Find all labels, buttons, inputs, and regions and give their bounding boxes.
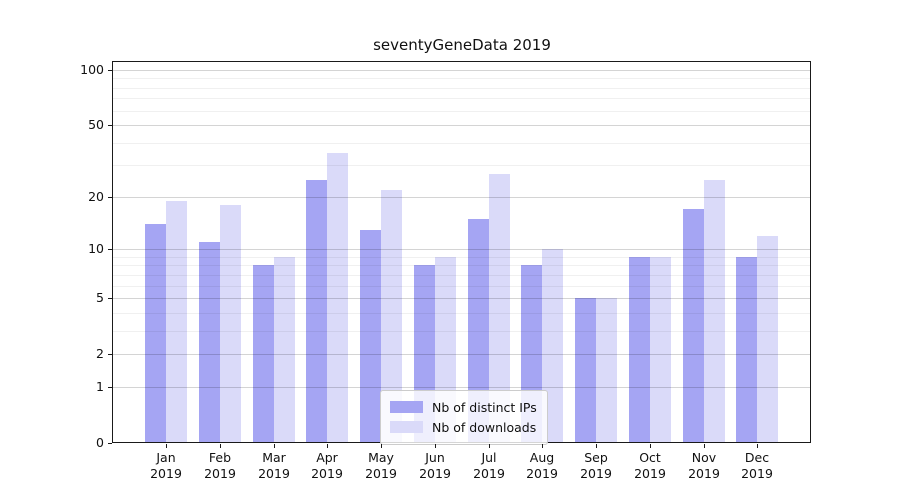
x-tick-oct xyxy=(650,444,651,448)
x-tick-label-aug: Aug 2019 xyxy=(526,450,558,481)
y-minor-gridline-80 xyxy=(112,88,811,89)
bar-ips-jul xyxy=(467,218,489,443)
bar-ips-feb xyxy=(198,242,220,443)
y-minor-gridline-9 xyxy=(112,257,811,258)
y-tick-label-100: 100 xyxy=(80,62,104,77)
y-minor-gridline-30 xyxy=(112,165,811,166)
x-tick-label-jan: Jan 2019 xyxy=(150,450,182,481)
legend-item-distinct-ips: Nb of distinct IPs xyxy=(390,397,538,417)
y-tick-0 xyxy=(108,443,112,444)
legend-item-downloads: Nb of downloads xyxy=(390,417,538,437)
x-tick-label-mar: Mar 2019 xyxy=(258,450,290,481)
legend-swatch-downloads xyxy=(390,421,423,433)
y-gridline-100 xyxy=(112,70,811,71)
y-tick-10 xyxy=(108,249,112,250)
y-minor-gridline-7 xyxy=(112,275,811,276)
x-tick-jul xyxy=(489,444,490,448)
x-tick-apr xyxy=(327,444,328,448)
bar-downloads-mar xyxy=(273,256,295,443)
legend-swatch-distinct-ips xyxy=(390,401,423,413)
x-tick-label-oct: Oct 2019 xyxy=(634,450,666,481)
y-tick-label-20: 20 xyxy=(88,189,104,204)
bar-ips-sep xyxy=(575,298,597,443)
x-tick-label-feb: Feb 2019 xyxy=(204,450,236,481)
legend-label-downloads: Nb of downloads xyxy=(432,419,537,435)
bar-downloads-sep xyxy=(596,298,618,443)
y-tick-label-0: 0 xyxy=(96,435,104,450)
bar-ips-mar xyxy=(252,265,274,443)
x-tick-may xyxy=(381,444,382,448)
y-tick-100 xyxy=(108,70,112,71)
y-minor-gridline-90 xyxy=(112,78,811,79)
grid-layer xyxy=(112,61,811,443)
y-gridline-10 xyxy=(112,249,811,250)
x-tick-label-nov: Nov 2019 xyxy=(688,450,720,481)
bar-downloads-jul xyxy=(488,173,510,443)
y-tick-20 xyxy=(108,197,112,198)
x-tick-sep xyxy=(596,444,597,448)
x-tick-label-jun: Jun 2019 xyxy=(419,450,451,481)
plot-area: Nb of distinct IPs Nb of downloads xyxy=(112,61,811,445)
x-tick-label-may: May 2019 xyxy=(365,450,397,481)
bar-downloads-dec xyxy=(757,235,779,443)
y-gridline-1 xyxy=(112,387,811,388)
bar-downloads-may xyxy=(381,189,403,443)
x-tick-dec xyxy=(757,444,758,448)
y-minor-gridline-8 xyxy=(112,265,811,266)
x-tick-label-dec: Dec 2019 xyxy=(741,450,773,481)
x-tick-jun xyxy=(435,444,436,448)
x-tick-label-sep: Sep 2019 xyxy=(580,450,612,481)
y-tick-5 xyxy=(108,298,112,299)
x-tick-aug xyxy=(542,444,543,448)
y-tick-1 xyxy=(108,387,112,388)
x-tick-nov xyxy=(704,444,705,448)
y-tick-label-50: 50 xyxy=(88,117,104,132)
legend: Nb of distinct IPs Nb of downloads xyxy=(380,390,548,445)
y-tick-label-10: 10 xyxy=(88,241,104,256)
y-tick-50 xyxy=(108,125,112,126)
bar-ips-nov xyxy=(682,209,704,443)
bar-ips-jan xyxy=(145,224,166,443)
bar-ips-dec xyxy=(736,256,758,443)
bar-ips-apr xyxy=(306,179,328,443)
y-gridline-5 xyxy=(112,298,811,299)
x-tick-label-apr: Apr 2019 xyxy=(311,450,343,481)
y-gridline-2 xyxy=(112,354,811,355)
x-tick-feb xyxy=(220,444,221,448)
y-tick-label-1: 1 xyxy=(96,379,104,394)
y-minor-gridline-40 xyxy=(112,143,811,144)
y-minor-gridline-60 xyxy=(112,111,811,112)
bar-downloads-oct xyxy=(649,256,671,443)
legend-label-distinct-ips: Nb of distinct IPs xyxy=(432,399,537,415)
y-minor-gridline-70 xyxy=(112,98,811,99)
y-gridline-20 xyxy=(112,197,811,198)
x-tick-jan xyxy=(166,444,167,448)
x-tick-label-jul: Jul 2019 xyxy=(473,450,505,481)
y-gridline-50 xyxy=(112,125,811,126)
bar-downloads-nov xyxy=(703,179,725,443)
y-minor-gridline-6 xyxy=(112,286,811,287)
bar-downloads-jan xyxy=(166,200,187,443)
chart-title: seventyGeneData 2019 xyxy=(373,36,551,54)
bar-downloads-apr xyxy=(327,153,349,443)
y-minor-gridline-4 xyxy=(112,313,811,314)
bars-layer xyxy=(112,61,811,443)
bar-ips-may xyxy=(360,229,382,443)
bar-ips-oct xyxy=(628,256,650,443)
y-tick-label-2: 2 xyxy=(96,346,104,361)
y-minor-gridline-3 xyxy=(112,331,811,332)
y-tick-2 xyxy=(108,354,112,355)
bar-downloads-feb xyxy=(219,205,241,443)
x-tick-mar xyxy=(274,444,275,448)
y-tick-label-5: 5 xyxy=(96,290,104,305)
